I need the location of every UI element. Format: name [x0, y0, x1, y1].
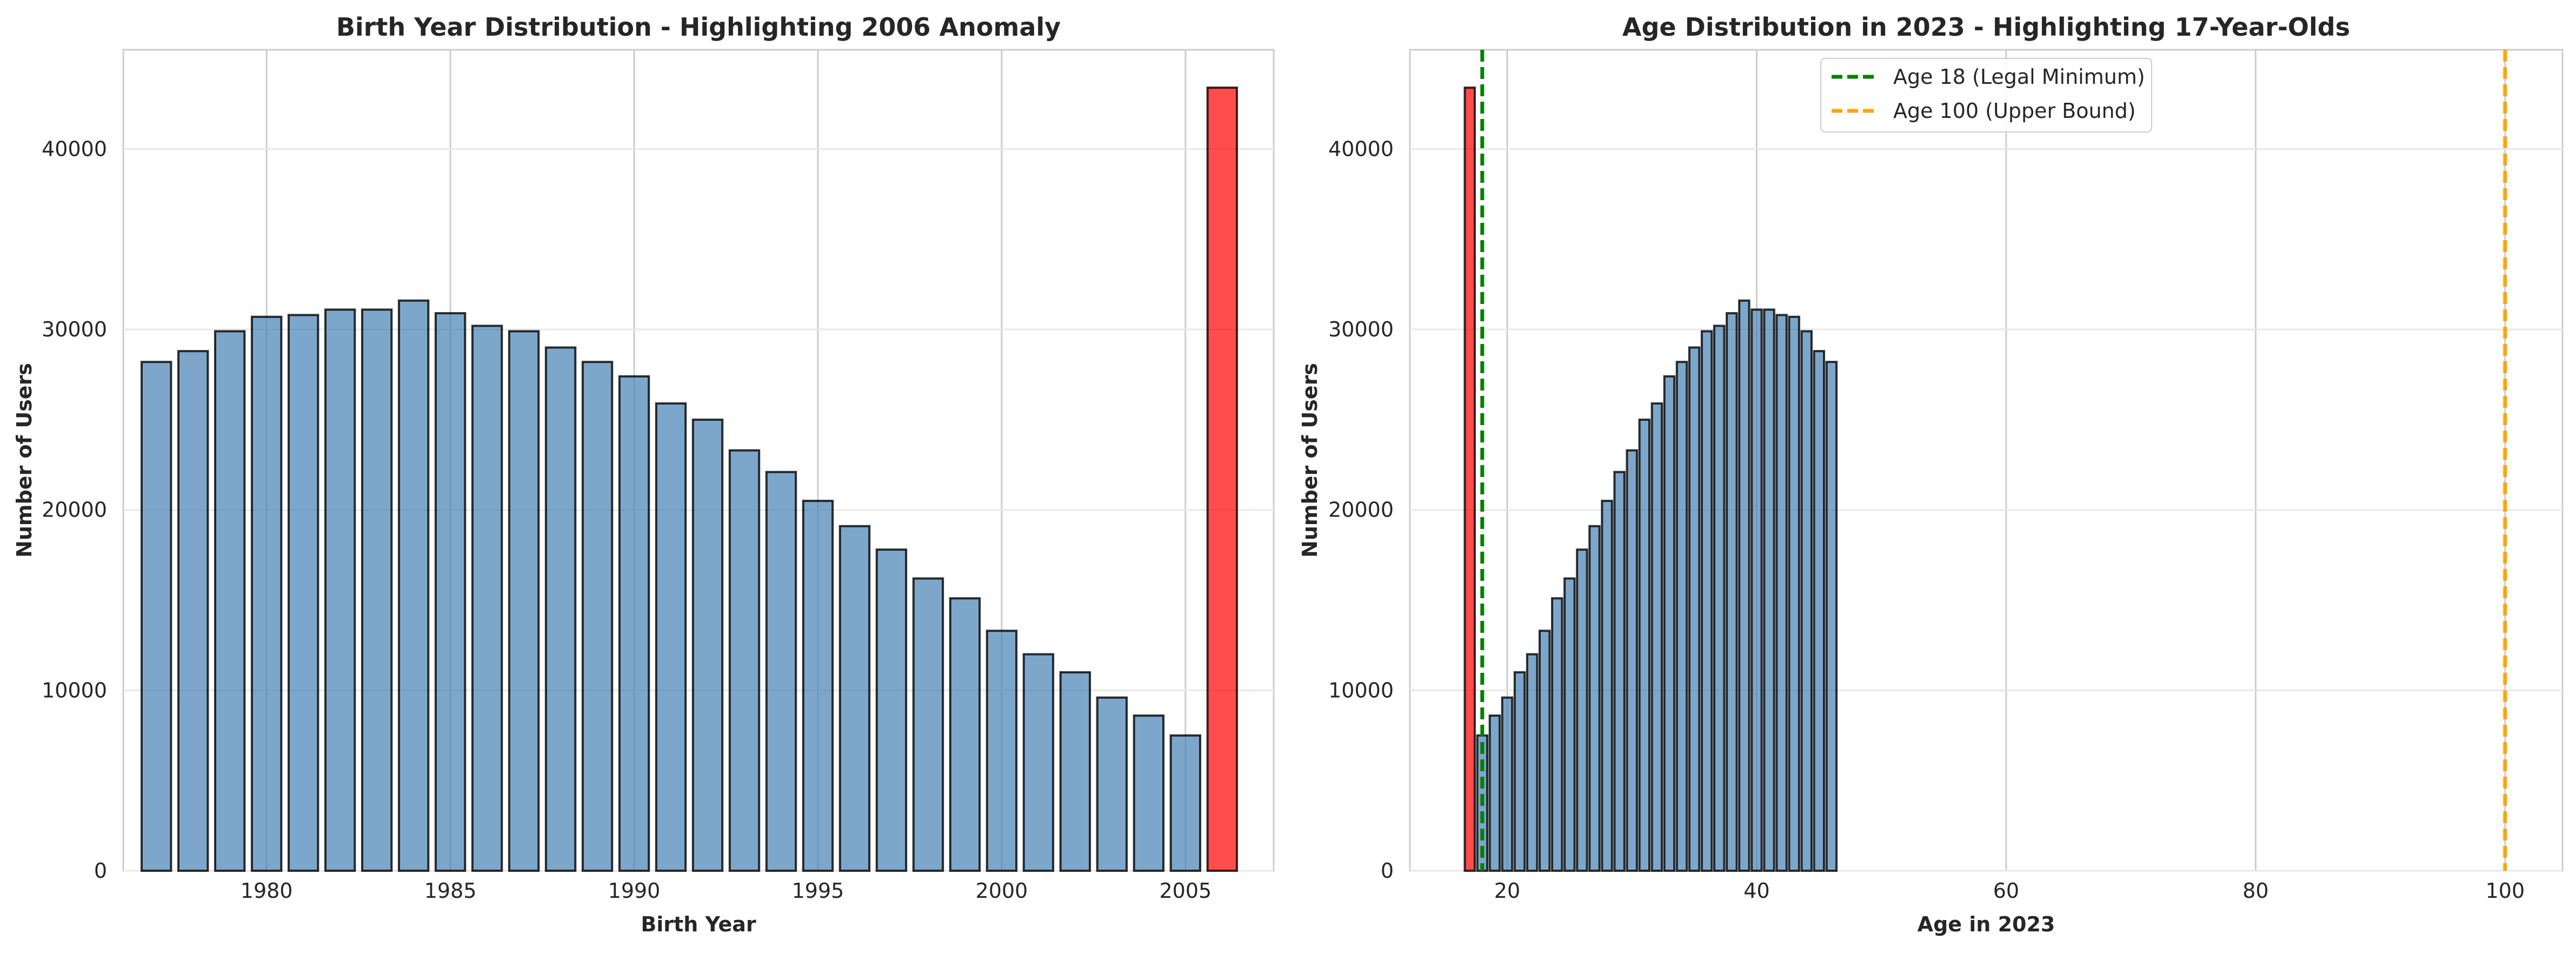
bar-1983 [361, 308, 393, 872]
bar-41 [1763, 308, 1775, 872]
bar-2005 [1169, 734, 1202, 872]
bar-20 [1501, 696, 1514, 872]
y-axis-label: Number of Users [1298, 363, 1322, 558]
bar-27 [1588, 525, 1601, 872]
bar-37 [1713, 325, 1726, 872]
bar-1981 [287, 314, 319, 872]
bar-1980 [250, 315, 283, 872]
y-tick-label: 40000 [42, 137, 107, 161]
bar-28 [1601, 500, 1613, 872]
y-tick-label: 10000 [1328, 678, 1394, 702]
bar-44 [1800, 330, 1813, 872]
bar-1999 [949, 597, 981, 872]
bar-30 [1626, 449, 1638, 872]
bar-1987 [508, 330, 540, 872]
x-axis-label: Age in 2023 [1918, 912, 2055, 936]
bar-1977 [140, 361, 172, 872]
bar-1990 [618, 375, 650, 872]
bar-2004 [1133, 714, 1165, 872]
y-tick-label: 10000 [42, 678, 107, 702]
tick-labels: 20 40 60 80 100 0 10000 20000 30000 40000 [1328, 137, 2525, 903]
chart-age-2023: 20 40 60 80 100 0 10000 20000 30000 40000 Age Dis… [1298, 12, 2564, 936]
bar-40 [1750, 308, 1763, 872]
bar-36 [1700, 330, 1713, 872]
bar-21 [1513, 671, 1526, 872]
x-tick-label: 1995 [792, 879, 844, 903]
bar-2000 [986, 630, 1018, 872]
bar-46 [1825, 361, 1838, 872]
bar-39 [1738, 299, 1750, 872]
chart-title: Age Distribution in 2023 - Highlighting … [1622, 12, 2350, 42]
bar-19 [1488, 714, 1501, 872]
x-tick-label: 1990 [608, 879, 661, 903]
bar-22 [1526, 653, 1539, 872]
bar-1998 [912, 577, 944, 872]
bar-17 [1463, 87, 1476, 872]
bar-1986 [471, 325, 503, 872]
x-axis-label: Birth Year [641, 912, 756, 936]
bar-1989 [581, 361, 614, 872]
x-tick-label: 60 [1993, 879, 2019, 903]
bar-2001 [1022, 653, 1055, 872]
bar-25 [1563, 577, 1576, 872]
bar-2006 [1206, 87, 1239, 872]
x-tick-label: 20 [1494, 879, 1520, 903]
x-tick-label: 2000 [976, 879, 1028, 903]
bar-35 [1688, 346, 1701, 872]
chart-title: Birth Year Distribution - Highlighting 2… [336, 12, 1061, 42]
y-axis-label: Number of Users [12, 363, 36, 558]
y-tick-label: 20000 [1328, 498, 1394, 522]
bar-42 [1775, 314, 1788, 872]
bar-29 [1613, 471, 1626, 872]
legend-box [1820, 58, 2152, 133]
y-tick-label: 30000 [1328, 317, 1394, 341]
bars [1463, 87, 1838, 872]
y-tick-label: 0 [1381, 859, 1394, 883]
bar-1991 [655, 402, 687, 872]
x-tick-label: 1985 [424, 879, 477, 903]
bar-2003 [1096, 696, 1128, 872]
bar-23 [1538, 630, 1551, 872]
bar-1982 [324, 308, 356, 872]
bar-1979 [214, 330, 246, 872]
x-tick-label: 40 [1743, 879, 1769, 903]
y-tick-label: 0 [94, 859, 107, 883]
x-tick-label: 80 [2242, 879, 2268, 903]
bar-1985 [434, 312, 467, 872]
bar-34 [1675, 361, 1688, 872]
legend: Age 18 (Legal Minimum) Age 100 (Upper Bo… [1820, 58, 2152, 133]
x-tick-label: 1980 [241, 879, 293, 903]
bar-38 [1726, 312, 1738, 872]
y-tick-label: 40000 [1328, 137, 1394, 161]
bar-24 [1551, 597, 1563, 872]
legend-label-age-100: Age 100 (Upper Bound) [1893, 99, 2136, 123]
bar-43 [1788, 315, 1800, 872]
bar-1995 [802, 500, 834, 872]
bars [140, 87, 1239, 872]
bar-1996 [838, 525, 871, 872]
bar-33 [1663, 375, 1676, 872]
reference-lines [1480, 50, 2507, 871]
y-tick-label: 20000 [42, 498, 107, 522]
bar-1994 [765, 471, 797, 872]
bar-1997 [875, 548, 908, 872]
bar-1988 [544, 346, 577, 872]
bar-1992 [691, 418, 724, 872]
bar-1993 [728, 449, 761, 872]
bar-2002 [1059, 671, 1091, 872]
bar-31 [1638, 418, 1651, 872]
x-tick-label: 2005 [1159, 879, 1212, 903]
x-tick-label: 100 [2486, 879, 2525, 903]
bar-26 [1576, 548, 1588, 872]
bar-45 [1813, 350, 1826, 872]
bar-1978 [177, 350, 209, 872]
bar-1984 [397, 299, 430, 872]
y-tick-label: 30000 [42, 317, 107, 341]
chart-birth-year: 1980 1985 1990 1995 2000 2005 0 10000 20000 30000… [12, 12, 1275, 936]
tick-labels: 1980 1985 1990 1995 2000 2005 0 10000 20000 30000… [42, 137, 1212, 903]
bar-32 [1650, 402, 1663, 872]
legend-label-age-18: Age 18 (Legal Minimum) [1893, 65, 2145, 89]
